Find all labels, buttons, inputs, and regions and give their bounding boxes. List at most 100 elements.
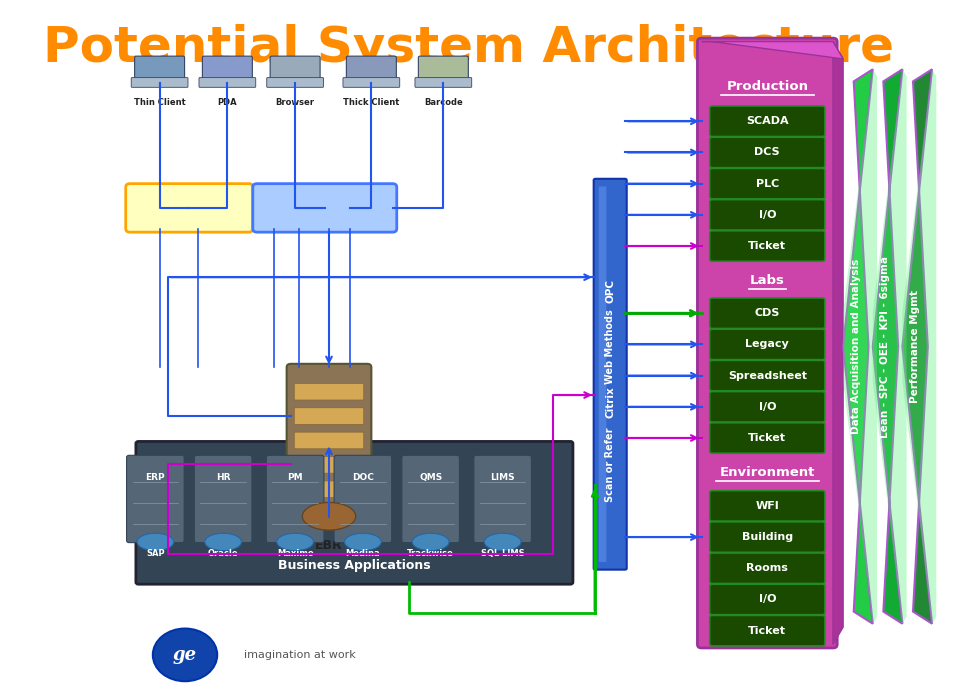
FancyBboxPatch shape — [334, 455, 392, 543]
Text: Environment: Environment — [720, 466, 815, 479]
Text: Thin Client: Thin Client — [133, 98, 185, 107]
Ellipse shape — [302, 502, 355, 530]
FancyBboxPatch shape — [709, 329, 825, 360]
FancyBboxPatch shape — [287, 364, 372, 523]
Text: I/O: I/O — [758, 210, 776, 220]
FancyBboxPatch shape — [199, 78, 255, 87]
FancyBboxPatch shape — [709, 200, 825, 230]
FancyBboxPatch shape — [709, 491, 825, 521]
Text: CDS: CDS — [755, 308, 780, 318]
FancyBboxPatch shape — [295, 432, 364, 449]
Text: PLC: PLC — [756, 179, 779, 188]
Polygon shape — [833, 42, 843, 644]
Text: LIMS: LIMS — [491, 473, 515, 482]
Text: Barcode: Barcode — [424, 98, 463, 107]
FancyBboxPatch shape — [194, 455, 252, 543]
Ellipse shape — [412, 534, 449, 550]
Polygon shape — [902, 69, 936, 624]
Text: Building: Building — [742, 532, 793, 542]
FancyBboxPatch shape — [709, 168, 825, 199]
FancyBboxPatch shape — [709, 615, 825, 646]
FancyBboxPatch shape — [267, 78, 324, 87]
Text: Citrix: Citrix — [171, 202, 208, 214]
FancyBboxPatch shape — [593, 179, 627, 570]
Circle shape — [153, 629, 217, 681]
Text: I/O: I/O — [758, 595, 776, 604]
Text: Maximo: Maximo — [276, 549, 313, 558]
Polygon shape — [702, 42, 843, 59]
Text: Spreadsheet: Spreadsheet — [728, 371, 806, 380]
Text: Performance Mgmt: Performance Mgmt — [910, 290, 920, 403]
FancyBboxPatch shape — [709, 584, 825, 615]
Text: Rooms: Rooms — [746, 563, 788, 573]
Text: Thick Client: Thick Client — [343, 98, 399, 107]
Text: Potential System Architecture: Potential System Architecture — [43, 24, 895, 72]
Ellipse shape — [276, 534, 314, 550]
FancyBboxPatch shape — [134, 56, 184, 81]
Text: DCS: DCS — [755, 148, 780, 157]
Text: Scan or Refer: Scan or Refer — [605, 427, 615, 502]
FancyBboxPatch shape — [136, 441, 573, 584]
FancyBboxPatch shape — [709, 298, 825, 328]
FancyBboxPatch shape — [709, 553, 825, 584]
Polygon shape — [873, 69, 906, 624]
FancyBboxPatch shape — [419, 56, 468, 81]
FancyBboxPatch shape — [709, 360, 825, 391]
Text: WFI: WFI — [756, 501, 780, 511]
FancyBboxPatch shape — [252, 184, 396, 232]
Text: ge: ge — [173, 646, 197, 664]
Text: Legacy: Legacy — [745, 340, 789, 349]
Text: Medina: Medina — [346, 549, 380, 558]
FancyBboxPatch shape — [295, 407, 364, 424]
FancyBboxPatch shape — [343, 78, 399, 87]
FancyBboxPatch shape — [270, 56, 320, 81]
FancyBboxPatch shape — [709, 423, 825, 453]
FancyBboxPatch shape — [347, 56, 396, 81]
Text: PM: PM — [287, 473, 303, 482]
FancyBboxPatch shape — [697, 38, 837, 648]
Text: Citrix: Citrix — [605, 386, 615, 418]
FancyBboxPatch shape — [126, 184, 252, 232]
FancyBboxPatch shape — [127, 455, 184, 543]
FancyBboxPatch shape — [709, 392, 825, 422]
Text: Web Server: Web Server — [284, 202, 366, 214]
FancyBboxPatch shape — [295, 481, 364, 498]
Polygon shape — [843, 69, 877, 624]
FancyBboxPatch shape — [203, 56, 252, 81]
FancyBboxPatch shape — [709, 106, 825, 137]
Text: I/O: I/O — [758, 402, 776, 412]
Polygon shape — [873, 69, 902, 624]
FancyBboxPatch shape — [295, 457, 364, 473]
FancyBboxPatch shape — [709, 137, 825, 168]
FancyBboxPatch shape — [295, 383, 364, 400]
FancyBboxPatch shape — [709, 231, 825, 261]
Text: SQL LIMS: SQL LIMS — [481, 549, 524, 558]
Text: Business Applications: Business Applications — [278, 559, 431, 572]
Text: Ticket: Ticket — [748, 241, 786, 251]
Text: Data Acquisition and Analysis: Data Acquisition and Analysis — [851, 259, 861, 434]
Text: imagination at work: imagination at work — [244, 650, 356, 660]
Ellipse shape — [204, 534, 242, 550]
Text: Ticket: Ticket — [748, 433, 786, 443]
Text: Trackwise: Trackwise — [407, 549, 454, 558]
Text: HR: HR — [216, 473, 230, 482]
Text: EBR: EBR — [315, 539, 343, 552]
Text: Web Methods: Web Methods — [605, 309, 615, 384]
Text: QMS: QMS — [419, 473, 443, 482]
Text: SAP: SAP — [146, 549, 165, 558]
Text: PDA: PDA — [218, 98, 237, 107]
Text: Production: Production — [727, 80, 808, 93]
Text: Lean - SPC - OEE - KPI - 6sigma: Lean - SPC - OEE - KPI - 6sigma — [880, 256, 891, 437]
Text: ERP: ERP — [146, 473, 165, 482]
FancyBboxPatch shape — [415, 78, 471, 87]
Polygon shape — [902, 69, 932, 624]
Text: Browser: Browser — [276, 98, 315, 107]
Polygon shape — [843, 69, 873, 624]
Text: DOC: DOC — [352, 473, 373, 482]
Ellipse shape — [137, 534, 174, 550]
FancyBboxPatch shape — [599, 186, 607, 562]
Text: Labs: Labs — [750, 274, 784, 287]
Ellipse shape — [484, 534, 521, 550]
FancyBboxPatch shape — [266, 455, 324, 543]
Ellipse shape — [345, 534, 381, 550]
